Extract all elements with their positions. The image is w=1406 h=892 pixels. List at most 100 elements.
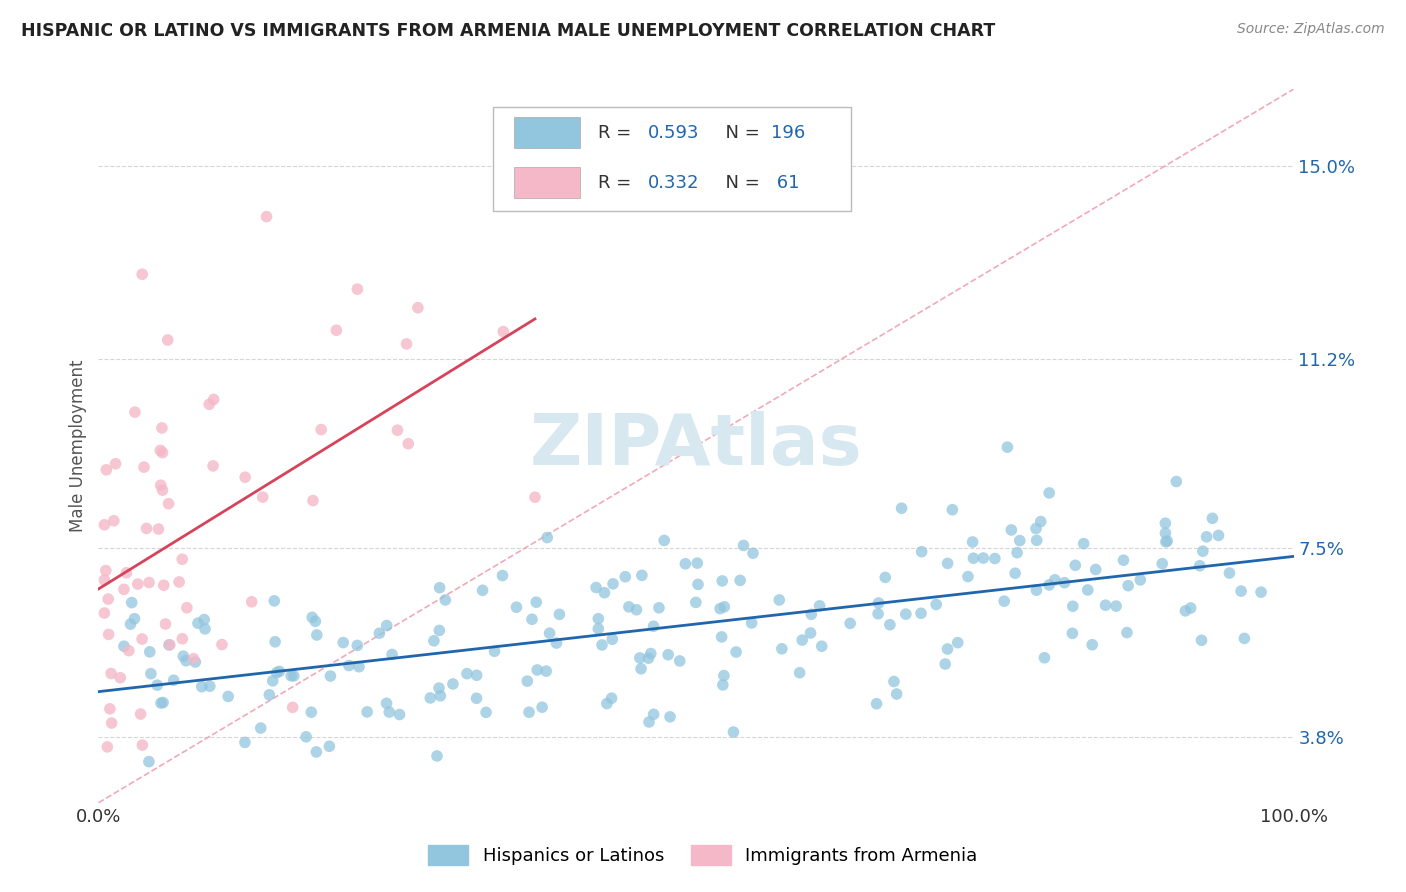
Point — [1073, 536, 1095, 550]
Point — [172, 632, 194, 646]
Point — [434, 593, 457, 607]
Point — [879, 617, 901, 632]
Point — [585, 581, 607, 595]
Point — [875, 570, 897, 584]
Point — [1043, 573, 1066, 587]
Point — [792, 633, 814, 648]
Point — [911, 544, 934, 558]
Point — [387, 423, 409, 437]
Point — [124, 612, 146, 626]
Point — [263, 594, 285, 608]
Point — [187, 616, 209, 631]
Point — [378, 705, 401, 719]
Point — [617, 599, 640, 614]
Point — [124, 405, 146, 419]
Point — [159, 638, 181, 652]
Point — [768, 593, 790, 607]
Point — [741, 615, 763, 630]
Point — [152, 578, 174, 592]
Point — [865, 697, 887, 711]
Point — [934, 657, 956, 671]
Point — [652, 533, 675, 548]
Point — [396, 436, 419, 450]
Point — [1094, 598, 1116, 612]
Point — [163, 673, 186, 688]
Point — [406, 301, 429, 315]
Point — [465, 691, 488, 706]
Point — [517, 705, 540, 719]
Point — [1152, 557, 1174, 571]
Point — [596, 697, 619, 711]
Point — [910, 607, 932, 621]
Point — [800, 607, 823, 622]
Point — [1038, 486, 1060, 500]
Point — [309, 423, 332, 437]
Point — [548, 607, 571, 622]
Point — [346, 282, 368, 296]
Point — [925, 598, 948, 612]
Point — [894, 607, 917, 621]
Point — [1062, 599, 1084, 614]
Text: 61: 61 — [772, 174, 800, 192]
Point — [97, 592, 120, 607]
Point — [156, 333, 179, 347]
Point — [1105, 599, 1128, 613]
Point — [427, 624, 450, 638]
Point — [356, 705, 378, 719]
Point — [419, 690, 441, 705]
Point — [193, 613, 215, 627]
Point — [638, 714, 661, 729]
Point — [266, 665, 288, 680]
Point — [1000, 523, 1022, 537]
Point — [1081, 638, 1104, 652]
Point — [347, 659, 370, 673]
Point — [172, 552, 194, 566]
Point — [152, 696, 174, 710]
Point — [281, 700, 304, 714]
Point — [713, 599, 735, 614]
Point — [526, 663, 548, 677]
Point — [956, 569, 979, 583]
Point — [172, 649, 194, 664]
Point — [492, 325, 515, 339]
Point — [1250, 585, 1272, 599]
Point — [630, 662, 652, 676]
Point — [138, 575, 160, 590]
FancyBboxPatch shape — [494, 107, 852, 211]
Point — [886, 687, 908, 701]
Point — [368, 626, 391, 640]
Point — [264, 634, 287, 648]
Point — [588, 622, 610, 636]
Point — [94, 564, 117, 578]
Text: 196: 196 — [772, 124, 806, 142]
Point — [733, 539, 755, 553]
Point — [388, 707, 411, 722]
Point — [129, 706, 152, 721]
Point — [1208, 528, 1230, 542]
Point — [1033, 650, 1056, 665]
Point — [97, 627, 120, 641]
Point — [1188, 558, 1211, 573]
Point — [648, 600, 671, 615]
Point — [139, 645, 162, 659]
Point — [659, 710, 682, 724]
Point — [118, 643, 141, 657]
Point — [184, 655, 207, 669]
Point — [538, 626, 561, 640]
Point — [524, 595, 547, 609]
Point — [346, 639, 368, 653]
Point — [104, 457, 127, 471]
Point — [1025, 521, 1047, 535]
Point — [121, 596, 143, 610]
Point — [1233, 632, 1256, 646]
Point — [252, 490, 274, 504]
Point — [138, 755, 160, 769]
Legend: Hispanics or Latinos, Immigrants from Armenia: Hispanics or Latinos, Immigrants from Ar… — [419, 836, 987, 874]
Point — [152, 445, 174, 459]
Point — [588, 612, 610, 626]
Point — [112, 582, 135, 597]
Point — [631, 568, 654, 582]
Point — [429, 689, 451, 703]
Point — [148, 522, 170, 536]
Point — [299, 705, 322, 719]
